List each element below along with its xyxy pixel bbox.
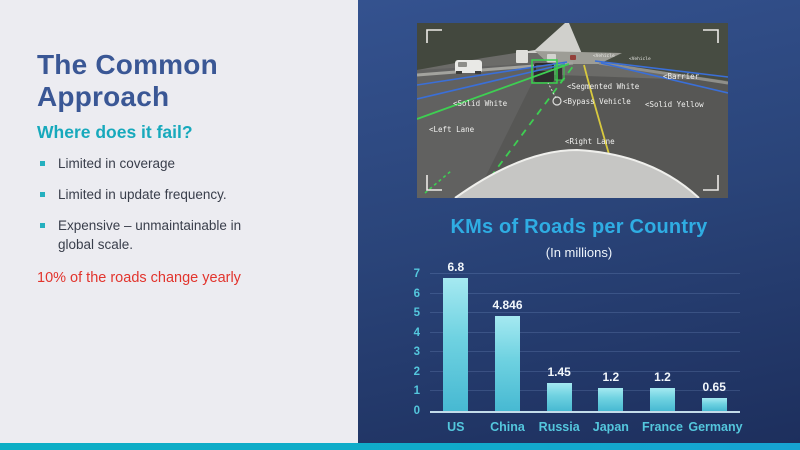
- truck-shape: [516, 50, 528, 63]
- bar-value-label: 0.65: [702, 380, 726, 395]
- bar-value-label: 1.2: [654, 369, 671, 384]
- y-tick-5: 5: [413, 307, 420, 320]
- x-tick-label: Japan: [592, 420, 629, 434]
- gridline-5: [430, 312, 740, 314]
- section-heading: Where does it fail?: [37, 122, 193, 142]
- bar-group-germany: 0.65 Germany: [688, 274, 742, 434]
- solid-white-line: [417, 63, 570, 120]
- y-tick-1: 1: [413, 385, 420, 398]
- left-content-panel: The Common Approach Where does it fail? …: [0, 0, 358, 443]
- barrier-line-right: [594, 60, 728, 78]
- gridline-4: [430, 331, 740, 333]
- bar: [443, 277, 469, 411]
- gridline-2: [430, 370, 740, 372]
- slide-title: The Common Approach: [37, 48, 218, 112]
- bullet-text: Expensive – unmaintainable in global sca…: [58, 218, 242, 252]
- x-tick-label: France: [642, 420, 684, 434]
- y-tick-4: 4: [413, 326, 420, 339]
- gridline-1: [430, 390, 740, 392]
- y-tick-7: 7: [413, 268, 420, 280]
- y-tick-3: 3: [413, 346, 420, 359]
- chart-y-axis: 0 1 2 3 4 5 6 7: [398, 268, 420, 417]
- y-tick-2: 2: [413, 365, 420, 378]
- highlight-note: 10% of the roads change yearly: [37, 270, 241, 286]
- barrier-line-left: [417, 61, 568, 86]
- bar-group-us: 6.8 US: [430, 260, 482, 434]
- annotation-solid-yellow: <Solid Yellow: [645, 100, 704, 109]
- red-car-shape: [570, 55, 576, 60]
- annotation-vehicle: <Vehicle: [593, 53, 615, 59]
- bullet-marker: [40, 192, 45, 198]
- bullet-item: Limited in coverage: [40, 155, 255, 173]
- bullet-item: Limited in update frequency.: [40, 186, 255, 204]
- annotation-segmented-white: <Segmented White: [567, 82, 640, 91]
- oncoming-car-shape: [455, 60, 482, 74]
- bar-group-france: 1.2 France: [637, 274, 689, 434]
- bar-value-label: 1.2: [602, 369, 620, 384]
- viewfinder-brackets: [426, 29, 719, 191]
- y-tick-0: 0: [413, 405, 420, 417]
- right-content-panel: <Solid White <Left Lane <Segmented White…: [358, 0, 800, 443]
- bar-value-label: 4.846: [492, 298, 523, 313]
- bullet-marker: [40, 223, 45, 229]
- annotation-vehicle: <Vehicle: [629, 56, 651, 62]
- annotation-left-lane: <Left Lane: [429, 125, 475, 134]
- bar-group-russia: 1.45 Russia: [533, 274, 585, 434]
- road-scene-svg: <Solid White <Left Lane <Segmented White…: [417, 23, 728, 198]
- chart-title: KMs of Roads per Country: [450, 216, 708, 238]
- footer-accent-bar: [0, 443, 800, 450]
- x-tick-label: Russia: [538, 420, 580, 434]
- annotation-right-lane: <Right Lane: [565, 137, 615, 146]
- x-tick-label: Germany: [688, 420, 743, 434]
- road-camera-image: <Solid White <Left Lane <Segmented White…: [417, 23, 728, 198]
- annotation-bypass-vehicle: <Bypass Vehicle: [563, 97, 631, 106]
- chart-plot-area: 6.8 US 4.846 China 1.45 Russia 1.2 Japan 1.2 Fran…: [430, 260, 743, 434]
- bar: [598, 387, 624, 411]
- bar-group-china: 4.846 China: [482, 274, 534, 434]
- bar-value-label: 1.45: [547, 364, 571, 379]
- bullet-marker: [40, 161, 45, 166]
- bypass-marker: [552, 96, 562, 106]
- chart-subtitle: (In millions): [545, 245, 613, 260]
- bar-value-label: 6.8: [447, 259, 465, 274]
- annotation-barrier: <Barrier: [663, 72, 700, 81]
- bullet-list: Limited in coverage Limited in update fr…: [40, 155, 255, 267]
- x-tick-label: US: [447, 420, 465, 434]
- bar: [495, 316, 520, 411]
- bar: [650, 387, 676, 411]
- bullet-text: Limited in update frequency.: [58, 187, 227, 203]
- x-tick-label: China: [490, 420, 525, 434]
- y-tick-6: 6: [413, 287, 420, 300]
- bullet-text: Limited in coverage: [58, 156, 176, 171]
- gridline-3: [430, 351, 740, 353]
- bullet-item: Expensive – unmaintainable in global sca…: [40, 217, 255, 253]
- bar: [701, 398, 727, 411]
- bar: [546, 382, 572, 411]
- vehicle-bounding-box: [531, 59, 558, 84]
- gridline-7: [430, 273, 740, 274]
- annotation-solid-white: <Solid White: [453, 99, 508, 108]
- bar-group-japan: 1.2 Japan: [585, 274, 637, 434]
- gridline-6: [430, 292, 740, 294]
